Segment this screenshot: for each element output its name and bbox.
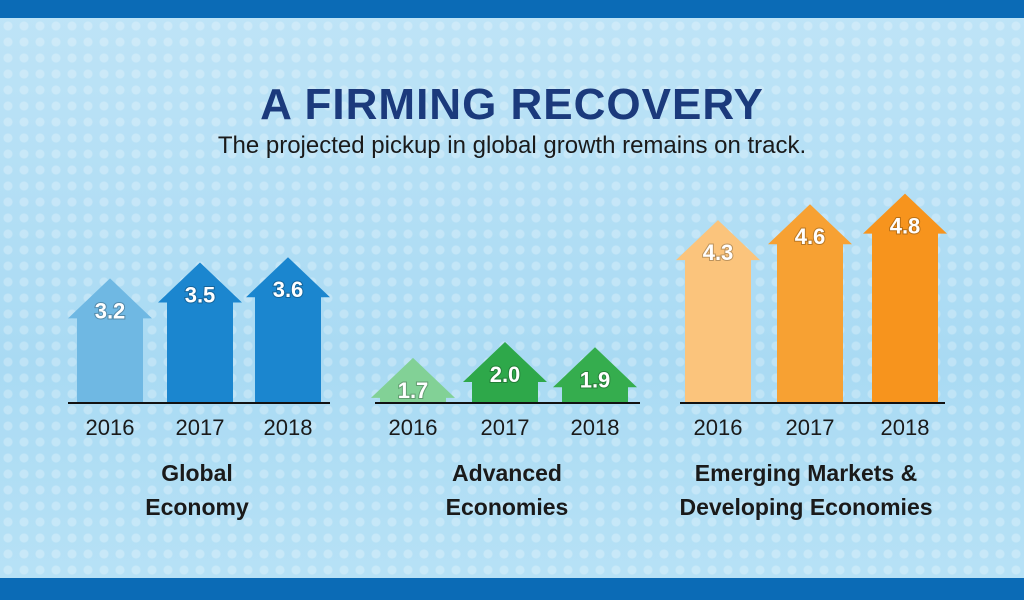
- group-label-global: Global Economy: [47, 456, 347, 524]
- chart-title: A FIRMING RECOVERY: [260, 80, 764, 129]
- arrow-bar: [768, 204, 852, 402]
- value-label: 4.6: [795, 224, 826, 249]
- arrow-bar: [158, 262, 242, 402]
- arrow-bar: [463, 342, 547, 402]
- chart-subtitle: The projected pickup in global growth re…: [217, 132, 807, 159]
- year-tick-label: 2018: [264, 415, 313, 440]
- value-label: 3.2: [95, 298, 126, 323]
- year-tick-label: 2016: [86, 415, 135, 440]
- value-label: 3.6: [273, 277, 304, 302]
- arrow-bar: [863, 193, 947, 402]
- top-band: [0, 0, 1024, 18]
- year-tick-label: 2017: [481, 415, 530, 440]
- value-label: 1.7: [398, 378, 429, 403]
- value-label: 4.8: [890, 214, 921, 239]
- year-tick-label: 2018: [571, 415, 620, 440]
- value-label: 1.9: [580, 367, 611, 392]
- group-label-advanced: Advanced Economies: [357, 456, 657, 524]
- year-tick-label: 2017: [786, 415, 835, 440]
- group-label-line: Economy: [145, 494, 249, 520]
- arrow-bar: [371, 357, 455, 402]
- group-label-line: Global: [161, 460, 233, 486]
- year-tick-label: 2018: [881, 415, 930, 440]
- group-label-line: Emerging Markets &: [694, 460, 918, 486]
- arrow-bar: [676, 220, 760, 402]
- value-label: 4.3: [703, 240, 734, 265]
- value-label: 2.0: [490, 362, 521, 387]
- group-label-emerging: Emerging Markets & Developing Economies: [656, 456, 956, 524]
- value-label: 3.5: [185, 283, 216, 308]
- year-tick-label: 2017: [176, 415, 225, 440]
- bottom-band: [0, 578, 1024, 600]
- arrow-bar: [246, 257, 330, 402]
- arrow-bar: [553, 347, 637, 402]
- group-label-line: Advanced: [452, 460, 562, 486]
- year-tick-label: 2016: [389, 415, 438, 440]
- group-label-line: Economies: [445, 494, 569, 520]
- group-label-line: Developing Economies: [679, 494, 933, 520]
- year-tick-label: 2016: [694, 415, 743, 440]
- arrow-bar: [68, 278, 152, 402]
